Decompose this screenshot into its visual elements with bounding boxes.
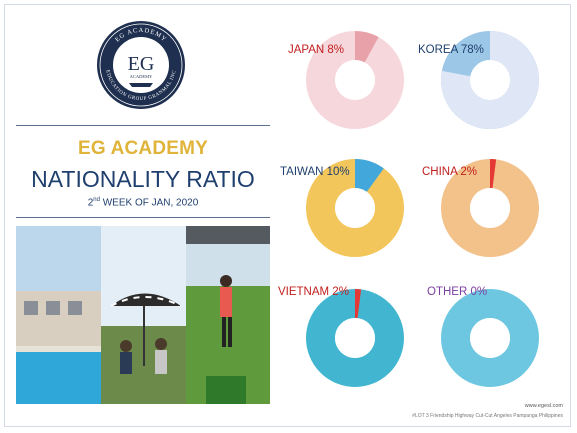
page-title: NATIONALITY RATIO	[31, 166, 255, 192]
brand-name: EG ACADEMY	[77, 138, 209, 159]
donut-chart-1	[441, 31, 539, 129]
eg-academy-logo: EG ACADEMY EDUCATION GROUP GRANMAL INC E…	[97, 21, 185, 109]
chart-label-3: CHINA 2%	[422, 166, 477, 178]
donut-slice-3	[490, 159, 497, 189]
donut-slice-0	[355, 31, 379, 63]
donut-hole-5	[470, 318, 510, 358]
divider-bottom	[16, 217, 270, 218]
donut-chart-4	[306, 289, 404, 387]
donut-hole-0	[335, 60, 375, 100]
divider-top	[16, 125, 270, 126]
donut-slice-2	[355, 159, 384, 192]
donut-slice-1	[441, 31, 539, 129]
chart-label-5: OTHER 0%	[427, 286, 488, 298]
donut-track-5	[441, 289, 539, 387]
svg-text:ACADEMY: ACADEMY	[130, 74, 154, 79]
chart-label-0: JAPAN 8%	[288, 44, 345, 56]
donut-chart-0	[306, 31, 404, 129]
donut-hole-3	[470, 188, 510, 228]
footer-url: www.egesl.com	[524, 403, 563, 409]
donut-chart-2	[306, 159, 404, 257]
chart-label-2: TAIWAN 10%	[280, 166, 350, 178]
page-subtitle: 2nd WEEK OF JAN, 2020	[87, 197, 199, 209]
donut-hole-1	[470, 60, 510, 100]
donut-slice-4	[355, 289, 362, 319]
chart-label-1: KOREA 78%	[418, 44, 484, 56]
svg-text:EG: EG	[128, 53, 155, 75]
donut-hole-4	[335, 318, 375, 358]
donut-chart-3	[441, 159, 539, 257]
donut-hole-2	[335, 188, 375, 228]
footer-address: #LOT 3 Friendship Highway Cut-Cut Angele…	[412, 413, 563, 419]
donut-chart-5	[441, 289, 539, 387]
chart-label-4: VIETNAM 2%	[278, 286, 349, 298]
campus-photo-collage	[16, 226, 270, 404]
